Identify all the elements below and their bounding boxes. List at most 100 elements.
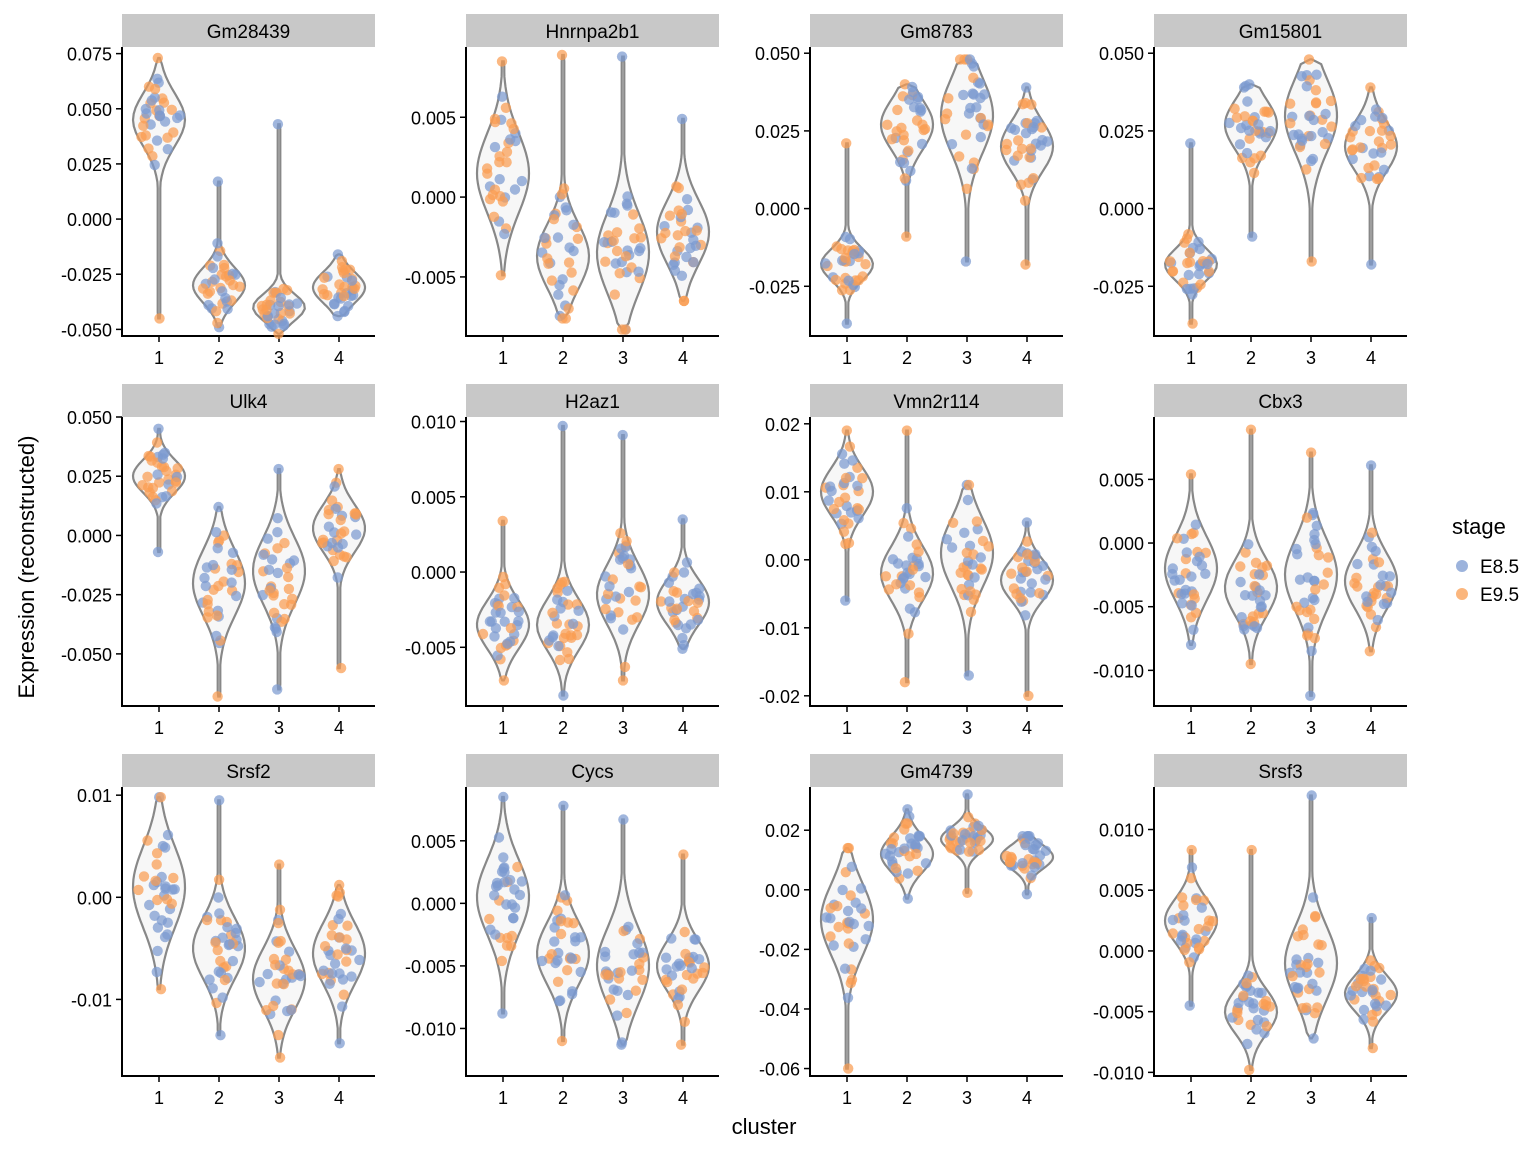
data-point — [1184, 957, 1195, 968]
data-point — [618, 550, 630, 562]
facet-strip — [1154, 14, 1407, 47]
data-point — [285, 1004, 297, 1016]
y-tick-label: 0.00 — [77, 888, 112, 908]
data-point — [1358, 973, 1369, 984]
data-point — [1293, 129, 1304, 140]
data-point — [1202, 258, 1213, 270]
data-point — [498, 675, 510, 686]
y-tick-label: 0.000 — [1099, 200, 1144, 220]
x-tick-label: 4 — [1022, 1088, 1032, 1108]
legend-title: stage — [1452, 514, 1506, 539]
data-point — [1368, 148, 1379, 159]
x-tick-label: 3 — [962, 348, 972, 368]
data-point — [1186, 862, 1198, 873]
data-point — [333, 463, 344, 475]
data-point — [505, 623, 517, 634]
data-point — [1305, 690, 1316, 701]
data-point — [488, 211, 500, 222]
data-point — [887, 554, 899, 565]
data-point — [1310, 911, 1321, 923]
data-point — [691, 587, 702, 598]
panel-gm15801: Gm15801 -0.025 0.000 0.025 0.050 1 2 3 4 — [1093, 14, 1407, 368]
x-tick-label: 4 — [678, 1088, 688, 1108]
data-point — [497, 515, 508, 527]
data-point — [973, 820, 984, 831]
data-point — [573, 605, 584, 616]
data-point — [959, 527, 970, 538]
data-point — [909, 607, 921, 618]
data-point — [1303, 622, 1314, 633]
data-point — [224, 275, 235, 286]
data-point — [899, 173, 910, 184]
data-point — [857, 473, 868, 484]
data-point — [1006, 568, 1017, 579]
data-point — [918, 124, 929, 136]
x-tick-label: 2 — [558, 1088, 568, 1108]
data-point — [963, 812, 974, 823]
data-point — [842, 905, 854, 917]
data-point — [157, 840, 169, 852]
data-point — [151, 135, 163, 146]
x-tick-label: 1 — [154, 1088, 164, 1108]
data-point — [155, 984, 167, 995]
x-tick-label: 1 — [842, 1088, 852, 1108]
data-point — [903, 628, 914, 639]
facet-title: Hnrnpa2b1 — [545, 22, 639, 43]
data-point — [337, 1001, 348, 1012]
data-point — [1229, 103, 1240, 114]
data-point — [678, 849, 689, 860]
data-point — [1207, 916, 1218, 927]
data-point — [1241, 147, 1253, 159]
y-tick-label: 0.000 — [411, 894, 456, 914]
data-point — [685, 242, 696, 254]
data-point — [663, 577, 675, 588]
data-point — [1188, 624, 1199, 635]
facet-strip — [1154, 754, 1407, 787]
data-point — [508, 913, 519, 924]
y-tick-label: -0.050 — [61, 320, 112, 340]
data-point — [334, 879, 345, 891]
data-point — [1370, 104, 1382, 115]
data-point — [326, 495, 338, 506]
data-point — [549, 936, 560, 947]
data-point — [1386, 587, 1397, 598]
data-point — [1015, 179, 1027, 190]
data-point — [293, 969, 304, 980]
data-point — [327, 968, 338, 979]
violin-cluster-4 — [312, 468, 366, 670]
data-point — [609, 289, 620, 300]
data-point — [1190, 894, 1202, 906]
y-tick-label: 0.000 — [67, 526, 112, 546]
data-point — [963, 846, 975, 857]
data-point — [1292, 549, 1303, 560]
y-tick-label: 0.02 — [765, 415, 800, 435]
data-point — [496, 955, 508, 967]
data-point — [1372, 614, 1384, 626]
data-point — [354, 954, 365, 966]
x-tick-label: 4 — [334, 718, 344, 738]
data-point — [1013, 135, 1024, 146]
data-point — [557, 420, 568, 432]
data-point — [512, 861, 523, 873]
data-point — [1376, 974, 1387, 985]
data-point — [660, 227, 671, 239]
panel-cycs: Cycs -0.010 -0.005 0.000 0.005 1 2 3 4 — [405, 754, 719, 1108]
data-point — [152, 52, 163, 64]
data-point — [689, 934, 700, 945]
data-point — [200, 580, 211, 592]
data-point — [622, 200, 633, 211]
data-point — [317, 284, 328, 295]
data-point — [1326, 121, 1337, 132]
data-point — [226, 577, 237, 588]
data-point — [1380, 1000, 1392, 1011]
data-point — [679, 926, 690, 938]
data-point — [612, 985, 623, 996]
data-point — [960, 129, 972, 140]
panel-srsf2: Srsf2 -0.01 0.00 0.01 1 2 3 4 — [71, 754, 375, 1108]
y-tick-label: 0.075 — [67, 45, 112, 65]
data-point — [563, 257, 575, 268]
data-point — [669, 251, 681, 262]
data-point — [1248, 167, 1260, 179]
data-point — [1181, 547, 1193, 558]
data-point — [692, 614, 704, 626]
